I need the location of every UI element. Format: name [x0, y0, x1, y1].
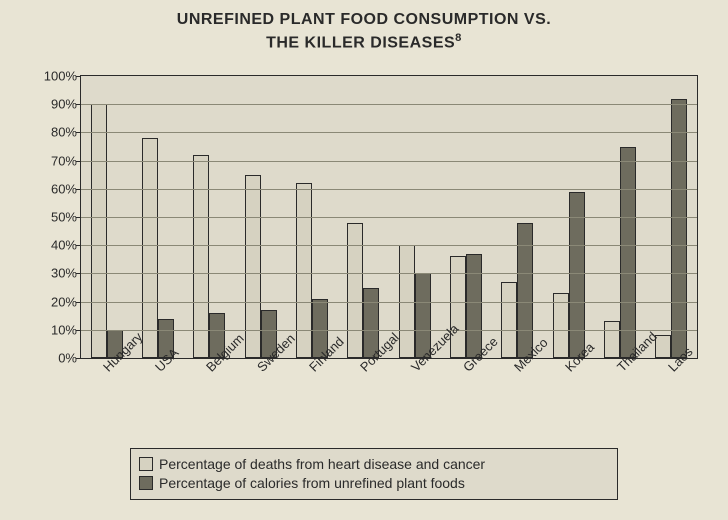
title-superscript: 8 — [455, 32, 462, 44]
grid-line — [81, 189, 697, 190]
y-axis-label: 100% — [44, 69, 81, 84]
grid-line — [81, 132, 697, 133]
bar-deaths — [501, 282, 517, 358]
y-axis-label: 0% — [58, 351, 81, 366]
legend: Percentage of deaths from heart disease … — [130, 448, 618, 500]
bar-calories — [620, 147, 636, 359]
grid-line — [81, 104, 697, 105]
bar-calories — [517, 223, 533, 358]
bar-deaths — [553, 293, 569, 358]
y-axis-label: 60% — [51, 181, 81, 196]
grid-line — [81, 245, 697, 246]
bar-deaths — [142, 138, 158, 358]
chart-container: UNREFINED PLANT FOOD CONSUMPTION VS. THE … — [0, 0, 728, 520]
legend-label: Percentage of calories from unrefined pl… — [159, 474, 465, 493]
y-axis-label: 40% — [51, 238, 81, 253]
legend-swatch — [139, 476, 153, 490]
title-line2: THE KILLER DISEASES — [266, 34, 455, 51]
y-axis-label: 50% — [51, 210, 81, 225]
chart-title: UNREFINED PLANT FOOD CONSUMPTION VS. THE … — [0, 10, 728, 54]
legend-label: Percentage of deaths from heart disease … — [159, 455, 485, 474]
bar-deaths — [450, 256, 466, 358]
y-axis-label: 70% — [51, 153, 81, 168]
bar-deaths — [604, 321, 620, 358]
legend-row: Percentage of calories from unrefined pl… — [139, 474, 607, 493]
y-axis-label: 30% — [51, 266, 81, 281]
bar-calories — [671, 99, 687, 358]
grid-line — [81, 302, 697, 303]
y-axis-label: 90% — [51, 97, 81, 112]
bar-deaths — [296, 183, 312, 358]
bar-calories — [466, 254, 482, 358]
grid-line — [81, 217, 697, 218]
title-line1: UNREFINED PLANT FOOD CONSUMPTION VS. — [177, 11, 551, 28]
bar-deaths — [193, 155, 209, 358]
y-axis-label: 20% — [51, 294, 81, 309]
bar-deaths — [91, 104, 107, 358]
legend-row: Percentage of deaths from heart disease … — [139, 455, 607, 474]
plot-area: 0%10%20%30%40%50%60%70%80%90%100%Hungary… — [80, 75, 698, 359]
y-axis-label: 80% — [51, 125, 81, 140]
grid-line — [81, 161, 697, 162]
legend-swatch — [139, 457, 153, 471]
grid-line — [81, 273, 697, 274]
y-axis-label: 10% — [51, 322, 81, 337]
bar-deaths — [347, 223, 363, 358]
